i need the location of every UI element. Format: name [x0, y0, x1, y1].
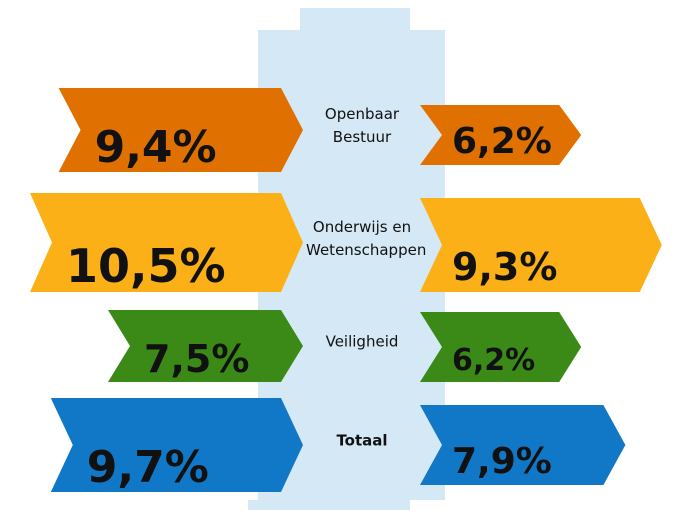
value-label: 9,4% — [95, 122, 217, 173]
value-label: 7,5% — [144, 337, 249, 381]
arrow — [420, 405, 626, 485]
arrow — [108, 310, 303, 382]
value-label: 6,2% — [452, 121, 552, 162]
category-label: Onderwijs en Wetenschappen — [306, 217, 427, 259]
category-label: Totaal — [336, 431, 388, 450]
arrow — [420, 312, 582, 382]
category-label: Veiligheid — [325, 332, 399, 351]
value-label: 9,7% — [87, 442, 209, 493]
arrow — [58, 88, 303, 172]
category-label: Openbaar Bestuur — [324, 105, 400, 146]
arrow — [30, 193, 303, 292]
value-label: 9,3% — [452, 245, 557, 289]
arrow — [420, 105, 582, 165]
arrow — [50, 398, 303, 492]
value-label: 10,5% — [66, 239, 226, 293]
value-label: 7,9% — [452, 441, 552, 482]
arrow — [420, 198, 662, 292]
value-label: 6,2% — [452, 343, 535, 378]
